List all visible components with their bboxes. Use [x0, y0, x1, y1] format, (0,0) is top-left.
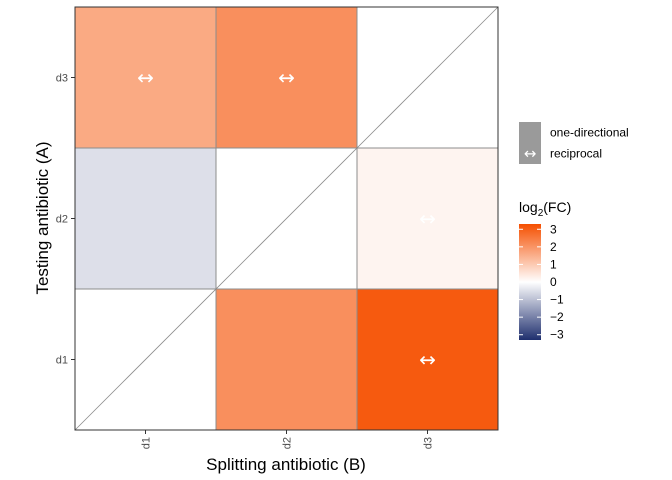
legend-type: one-directional ↔ reciprocal — [519, 122, 629, 164]
heatmap-cell-d1-d2 — [74, 147, 217, 290]
reciprocal-arrow-d1-d3: ↔ — [137, 66, 154, 90]
heatmap-cell-d2-d3 — [215, 6, 358, 149]
heatmap-cell-d3-d1 — [356, 288, 499, 431]
color-bar-label: 0 — [550, 275, 557, 289]
arrows-layer: ↔ ↔ ↔ ↔ — [137, 66, 436, 372]
reciprocal-arrow-d3-d2: ↔ — [419, 207, 436, 231]
y-axis-title: Testing antibiotic (A) — [33, 141, 52, 294]
x-axis-title: Splitting antibiotic (B) — [206, 455, 366, 474]
x-tick-label-d2: d2 — [282, 437, 294, 449]
legend-color: log2(FC) 3 2 1 0 −1 −2 −3 — [519, 199, 571, 342]
x-tick-label-d3: d3 — [423, 437, 435, 449]
color-legend-title: log2(FC) — [519, 199, 571, 219]
legend-label-reciprocal: reciprocal — [550, 147, 602, 161]
color-bar-label: 1 — [550, 257, 557, 271]
y-tick-label-d1: d1 — [56, 355, 68, 367]
color-bar-label: 3 — [550, 222, 557, 236]
legend-key-one-directional — [519, 122, 541, 143]
cells-layer — [74, 6, 499, 431]
color-bar-label: 2 — [550, 240, 557, 254]
x-tick-label-d1: d1 — [141, 437, 153, 449]
color-bar-label: −3 — [550, 328, 564, 342]
color-bar-label: −1 — [550, 293, 564, 307]
legend-key-reciprocal — [519, 143, 541, 164]
legend-arrow-icon: ↔ — [524, 145, 537, 163]
heatmap-cell-d3-d2 — [356, 147, 499, 290]
reciprocal-arrow-d3-d1: ↔ — [419, 348, 436, 372]
diagonal-line — [74, 6, 499, 431]
reciprocal-arrow-d2-d3: ↔ — [278, 66, 295, 90]
y-tick-label-d2: d2 — [56, 214, 68, 226]
color-bar — [519, 224, 541, 340]
ticks-layer: d1 d2 d3 d1 d2 d3 — [56, 73, 435, 450]
color-bar-label: −2 — [550, 310, 564, 324]
y-tick-label-d3: d3 — [56, 73, 68, 85]
diagonal-layer — [74, 6, 499, 431]
legend-label-one-directional: one-directional — [550, 126, 629, 140]
heatmap-cell-d2-d1 — [215, 288, 358, 431]
heatmap-cell-d1-d3 — [74, 6, 217, 149]
